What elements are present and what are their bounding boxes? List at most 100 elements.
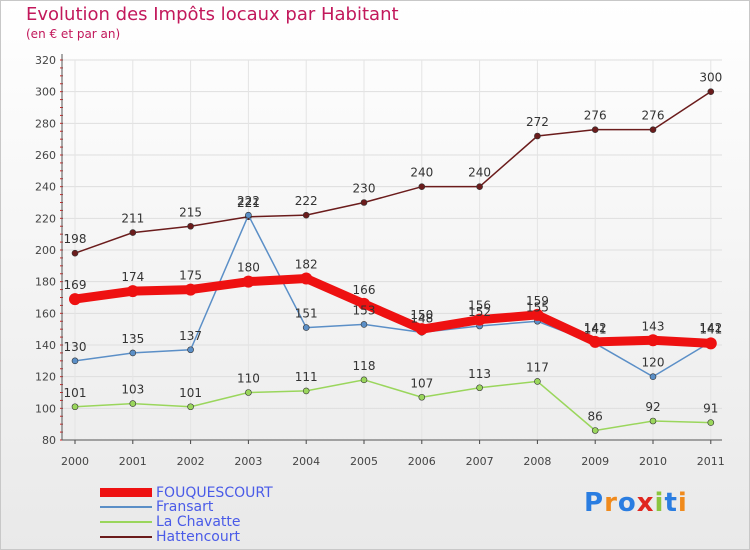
series-line-la-chavatte	[74, 379, 712, 432]
data-point	[418, 393, 426, 401]
data-label: 135	[121, 332, 144, 346]
data-point	[704, 337, 717, 350]
data-point	[358, 297, 370, 310]
data-label: 153	[353, 303, 376, 317]
data-label: 118	[353, 359, 376, 373]
series-line-fouquescourt	[70, 274, 716, 348]
data-label: 101	[179, 386, 202, 400]
axes: 80 100 120 140 160 180 200 220 240 260 280 300 320 20…	[35, 54, 725, 468]
data-point	[71, 249, 79, 257]
data-label: 130	[64, 340, 87, 354]
data-point	[415, 323, 428, 336]
data-label: 276	[584, 109, 607, 123]
data-label: 120	[642, 356, 665, 370]
data-label: 107	[410, 376, 433, 390]
data-label: 142	[584, 321, 607, 335]
data-point	[649, 417, 657, 425]
y-tick-label: 300	[35, 86, 56, 99]
data-point	[129, 349, 137, 357]
x-tick-label: 2001	[119, 455, 147, 468]
data-point	[242, 275, 255, 288]
data-point	[476, 384, 483, 392]
legend-label: Hattencourt	[156, 529, 240, 545]
y-tick-label: 280	[35, 117, 56, 130]
x-tick-label: 2005	[350, 455, 378, 468]
data-point	[184, 283, 197, 296]
logo-letter: P	[584, 488, 605, 518]
data-point	[129, 400, 137, 407]
y-tick-label: 320	[35, 54, 56, 67]
data-label: 137	[179, 329, 202, 343]
y-tick-label: 200	[35, 244, 56, 257]
data-label: 110	[237, 372, 260, 386]
data-label: 143	[642, 319, 665, 333]
data-point	[418, 183, 426, 190]
data-label: 141	[584, 322, 607, 336]
data-label: 272	[526, 115, 549, 129]
data-label: 142	[699, 321, 722, 335]
logo-letter: o	[617, 488, 637, 518]
data-label: 111	[295, 370, 318, 384]
data-label: 91	[703, 402, 718, 416]
legend-swatch	[100, 488, 152, 497]
data-label: 156	[468, 299, 491, 313]
data-point	[187, 403, 194, 411]
x-tick-label: 2008	[523, 455, 551, 468]
data-point	[591, 427, 599, 434]
data-label: 103	[121, 383, 144, 397]
data-label: 240	[410, 166, 433, 180]
data-label: 222	[237, 194, 260, 208]
chart-title: Evolution des Impôts locaux par Habitant	[26, 4, 399, 25]
data-point	[534, 378, 541, 385]
data-label: 182	[295, 258, 318, 272]
series-lines	[69, 88, 717, 434]
data-label: 166	[353, 283, 376, 297]
data-label: 86	[588, 410, 603, 424]
data-label: 222	[295, 194, 318, 208]
data-point	[360, 199, 368, 206]
data-point	[302, 387, 310, 395]
x-tick-label: 2002	[177, 455, 205, 468]
data-point	[129, 229, 137, 236]
data-point	[473, 313, 486, 326]
x-tick-label: 2009	[581, 455, 609, 468]
series-line-fransart	[74, 214, 712, 378]
data-point	[302, 211, 310, 219]
data-label: 150	[410, 308, 433, 322]
data-label: 211	[121, 212, 144, 226]
data-label: 92	[645, 400, 660, 414]
data-point	[534, 132, 541, 140]
y-tick-label: 160	[35, 307, 56, 320]
data-label: 101	[64, 386, 87, 400]
data-label: 215	[179, 205, 202, 219]
data-point	[360, 321, 368, 328]
data-point	[245, 389, 252, 396]
legend-label: FOUQUESCOURT	[156, 485, 273, 501]
legend-swatch	[100, 506, 152, 508]
logo-letter: x	[636, 488, 655, 518]
data-point	[69, 293, 81, 306]
x-tick-label: 2011	[697, 455, 725, 468]
data-point	[71, 357, 79, 365]
data-label: 148	[410, 311, 433, 325]
data-point	[245, 211, 252, 219]
legend-label: Fransart	[156, 499, 214, 515]
data-label: 169	[64, 278, 87, 292]
series-line-hattencourt	[74, 90, 712, 254]
y-tick-label: 260	[35, 149, 56, 162]
data-point	[187, 222, 194, 230]
data-point	[302, 324, 310, 331]
y-tick-label: 80	[42, 434, 56, 447]
logo-letter: i	[654, 488, 665, 518]
legend-swatch	[100, 521, 152, 523]
y-tick-label: 100	[35, 402, 56, 415]
y-tick-label: 220	[35, 212, 56, 225]
data-point	[71, 403, 79, 411]
data-point	[476, 183, 483, 190]
data-point	[647, 334, 659, 347]
data-label: 276	[642, 109, 665, 123]
data-point	[707, 88, 715, 95]
x-tick-label: 2003	[234, 455, 262, 468]
